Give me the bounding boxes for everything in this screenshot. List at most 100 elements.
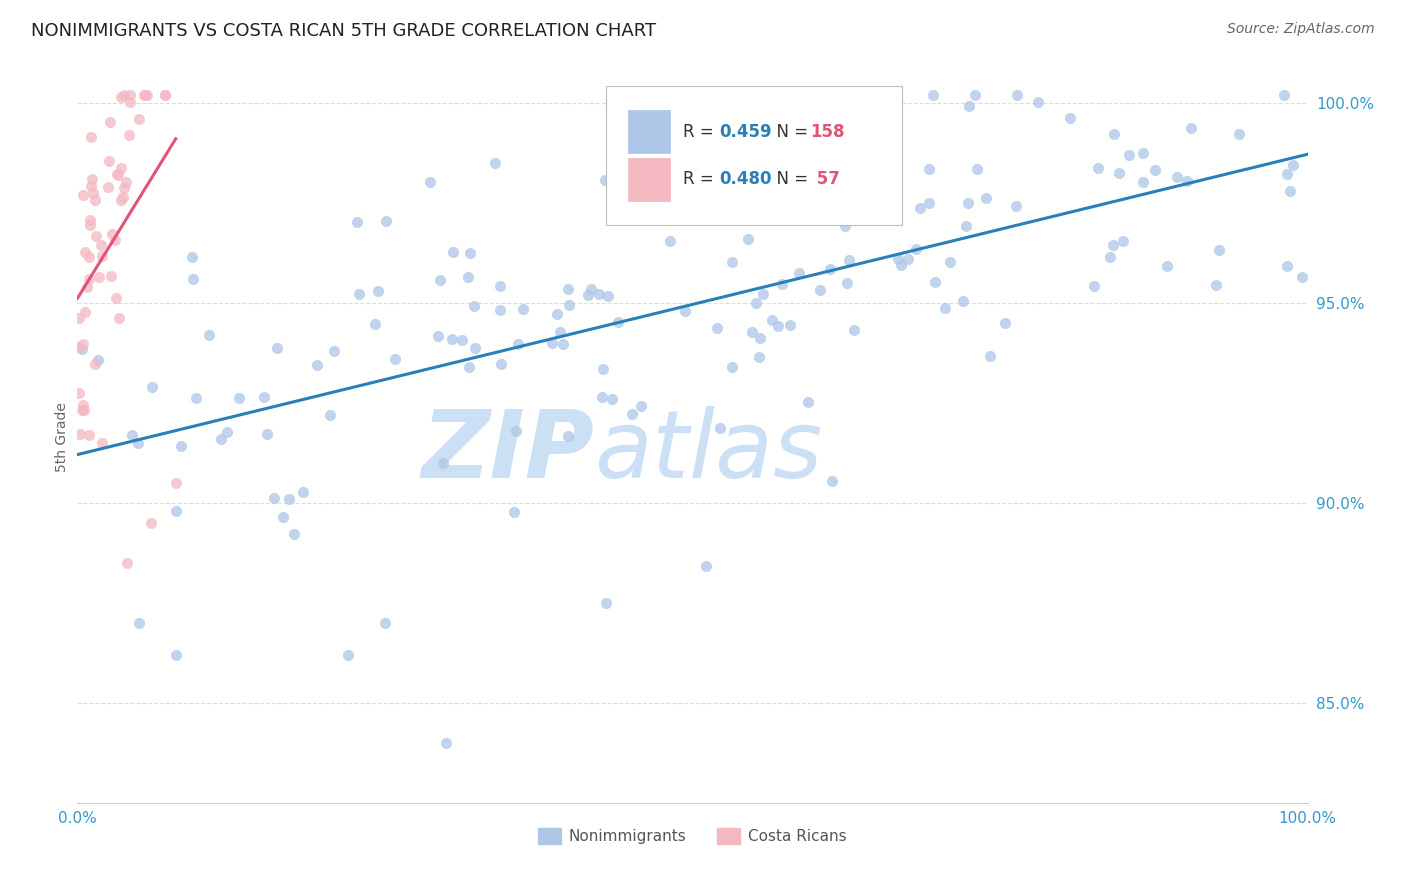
- Point: [80, 129, 103, 144]
- Point: [271, 510, 294, 524]
- Point: [101, 227, 124, 242]
- Point: [1166, 169, 1188, 184]
- Point: [263, 491, 285, 505]
- Point: [838, 253, 860, 268]
- Point: [835, 276, 858, 290]
- Point: [384, 351, 406, 366]
- Point: [115, 556, 138, 570]
- Point: [118, 95, 141, 109]
- Point: [797, 202, 820, 217]
- Point: [82, 186, 104, 201]
- Point: [170, 439, 193, 453]
- Point: [72, 398, 94, 412]
- Point: [741, 325, 763, 339]
- Text: ZIP: ZIP: [422, 406, 595, 498]
- Point: [87, 352, 110, 367]
- Point: [77, 272, 100, 286]
- Point: [419, 175, 441, 189]
- Point: [429, 273, 451, 287]
- Text: 57: 57: [811, 170, 839, 188]
- Point: [347, 286, 370, 301]
- Point: [770, 277, 793, 292]
- Point: [904, 242, 927, 256]
- Point: [1102, 128, 1125, 142]
- Point: [1277, 260, 1299, 274]
- Point: [128, 615, 150, 630]
- Point: [374, 615, 396, 630]
- Point: [197, 328, 219, 343]
- Point: [956, 195, 979, 210]
- Y-axis label: 5th Grade: 5th Grade: [55, 402, 69, 472]
- Point: [745, 296, 768, 310]
- Point: [153, 88, 176, 103]
- Point: [1291, 270, 1313, 285]
- Point: [558, 298, 581, 312]
- Point: [97, 179, 120, 194]
- Point: [307, 358, 329, 372]
- Point: [737, 232, 759, 246]
- Point: [924, 276, 946, 290]
- Point: [721, 359, 744, 374]
- Point: [808, 283, 831, 297]
- Point: [1005, 88, 1028, 103]
- Point: [319, 409, 342, 423]
- Point: [90, 249, 112, 263]
- Point: [121, 428, 143, 442]
- Text: NONIMMIGRANTS VS COSTA RICAN 5TH GRADE CORRELATION CHART: NONIMMIGRANTS VS COSTA RICAN 5TH GRADE C…: [31, 22, 657, 40]
- Point: [112, 88, 135, 103]
- Point: [87, 269, 110, 284]
- Point: [1180, 120, 1202, 135]
- Point: [72, 336, 94, 351]
- Point: [1087, 161, 1109, 175]
- Point: [952, 293, 974, 308]
- Point: [721, 255, 744, 269]
- Point: [83, 357, 105, 371]
- Point: [107, 169, 129, 183]
- Point: [748, 331, 770, 345]
- Point: [512, 302, 534, 317]
- Point: [70, 403, 93, 417]
- Point: [806, 145, 828, 159]
- Point: [75, 305, 97, 319]
- Point: [209, 432, 232, 446]
- Text: 0.459: 0.459: [720, 123, 772, 141]
- Point: [576, 288, 599, 302]
- FancyBboxPatch shape: [606, 86, 901, 225]
- Point: [1132, 175, 1154, 189]
- Point: [591, 390, 613, 404]
- Point: [441, 244, 464, 259]
- Point: [90, 436, 114, 450]
- Point: [553, 336, 575, 351]
- Point: [97, 153, 120, 168]
- Point: [922, 88, 945, 103]
- Point: [84, 194, 107, 208]
- Point: [128, 112, 150, 126]
- Point: [598, 289, 620, 303]
- Point: [673, 303, 696, 318]
- Point: [291, 484, 314, 499]
- Point: [464, 341, 486, 355]
- Point: [685, 148, 707, 162]
- Point: [934, 301, 956, 315]
- Point: [441, 332, 464, 346]
- Point: [1028, 95, 1050, 109]
- Point: [134, 88, 156, 103]
- Point: [966, 162, 988, 177]
- Point: [1111, 234, 1133, 248]
- Point: [457, 270, 479, 285]
- Point: [153, 88, 176, 103]
- Point: [76, 280, 98, 294]
- Legend: Nonimmigrants, Costa Ricans: Nonimmigrants, Costa Ricans: [533, 822, 852, 850]
- Text: Source: ZipAtlas.com: Source: ZipAtlas.com: [1227, 22, 1375, 37]
- Point: [787, 266, 810, 280]
- Point: [706, 321, 728, 335]
- Point: [1108, 166, 1130, 180]
- Point: [105, 167, 128, 181]
- Point: [484, 156, 506, 170]
- Text: 0.480: 0.480: [720, 170, 772, 188]
- Point: [90, 237, 112, 252]
- Point: [747, 350, 769, 364]
- Point: [1102, 238, 1125, 252]
- Point: [994, 317, 1017, 331]
- Point: [112, 181, 135, 195]
